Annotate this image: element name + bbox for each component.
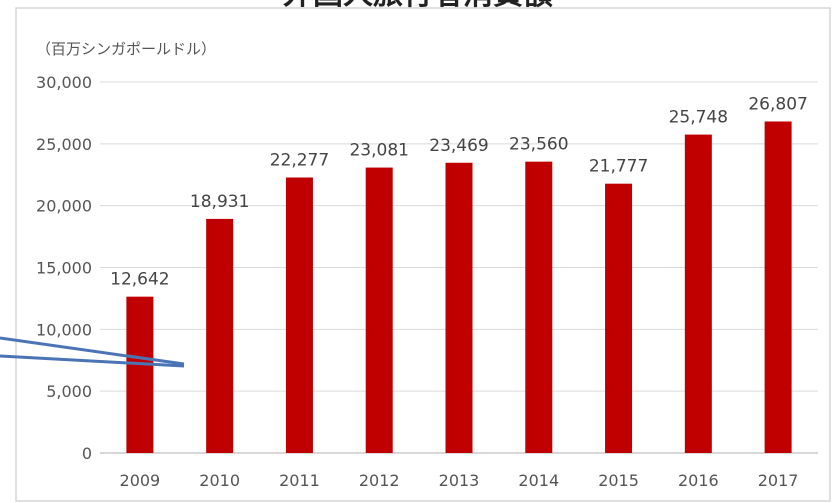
chart-frame <box>15 7 831 502</box>
x-tick-label: 2013 <box>439 471 480 490</box>
chart-title: 外国人旅行者消費額 <box>283 0 553 12</box>
data-labels: 12,642 18,931 22,277 23,081 23,469 23,560 21,7… <box>110 94 808 289</box>
bar-2012 <box>365 167 393 453</box>
x-tick-label: 2014 <box>518 471 559 490</box>
x-tick-label: 2010 <box>199 471 240 490</box>
callout-line-upper <box>0 336 185 366</box>
bar-2010 <box>206 218 234 453</box>
y-tick-label: 25,000 <box>36 135 92 154</box>
data-label: 23,081 <box>349 141 408 161</box>
bar-2009 <box>126 296 154 453</box>
x-tick-label: 2009 <box>120 471 161 490</box>
x-axis-ticks: 2009 2010 2011 2012 2013 2014 2015 2016 2017 <box>120 471 799 490</box>
data-label: 23,560 <box>509 135 568 155</box>
y-tick-label: 0 <box>82 444 92 463</box>
x-tick-label: 2012 <box>359 471 400 490</box>
bar-2016 <box>684 134 712 453</box>
bar-2014 <box>525 161 553 453</box>
bars <box>126 121 792 454</box>
data-label: 18,931 <box>190 192 249 212</box>
data-label: 22,277 <box>270 151 329 171</box>
data-label: 12,642 <box>110 270 169 290</box>
y-axis-ticks: 0 5,000 10,000 15,000 20,000 25,000 30,000 <box>36 73 92 463</box>
data-label: 25,748 <box>669 108 728 128</box>
data-label: 23,469 <box>429 136 488 156</box>
data-label: 21,777 <box>589 157 648 177</box>
bar-2013 <box>445 162 473 453</box>
y-tick-label: 15,000 <box>36 259 92 278</box>
x-tick-label: 2016 <box>678 471 719 490</box>
data-label: 26,807 <box>748 94 807 114</box>
bar-2015 <box>605 183 633 453</box>
unit-label: （百万シンガポールドル） <box>36 40 216 58</box>
callout-line-lower <box>0 354 185 368</box>
bar-2017 <box>764 121 792 454</box>
callout-pointer <box>0 336 185 368</box>
bar-2011 <box>285 177 313 454</box>
y-tick-label: 10,000 <box>36 320 92 339</box>
y-tick-label: 5,000 <box>46 382 92 401</box>
x-tick-label: 2015 <box>598 471 639 490</box>
y-tick-label: 30,000 <box>36 73 92 92</box>
y-tick-label: 20,000 <box>36 197 92 216</box>
x-tick-label: 2011 <box>279 471 320 490</box>
x-tick-label: 2017 <box>758 471 799 490</box>
